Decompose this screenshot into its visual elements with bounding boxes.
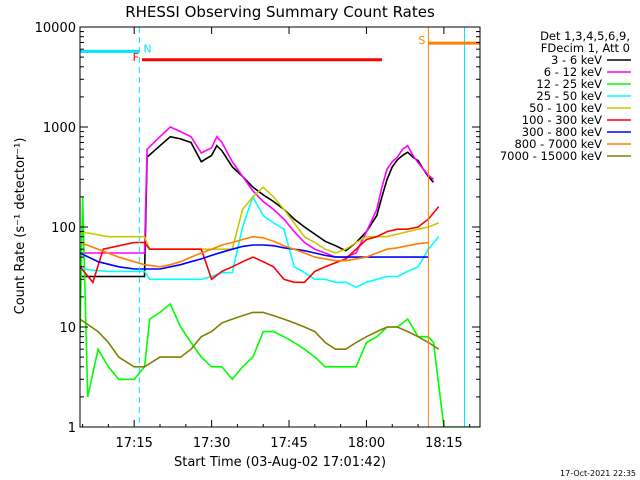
x-axis-label: Start Time (03-Aug-02 17:01:42) [174,455,386,470]
flag-label-3: S [418,34,425,47]
legend-label-2: 6 - 12 keV [544,65,602,79]
y-tick-label-1: 1 [68,421,76,436]
x-tick-label-2: 17:30 [193,436,230,451]
plot-area [80,27,480,427]
flag-label-2: F [133,51,139,64]
series-line-8 [80,235,429,268]
legend-label-6: 100 - 300 keV [522,113,602,127]
legend-label-5: 50 - 100 keV [529,101,602,115]
legend-label-3: 12 - 25 keV [536,77,602,91]
x-tick-label-4: 18:00 [348,436,385,451]
legend-label-4: 25 - 50 keV [536,89,602,103]
y-tick-label-4: 1000 [43,121,76,136]
x-tick-label-3: 17:45 [270,436,307,451]
legend-label-1: 3 - 6 keV [551,53,602,67]
flag-label-1: N [143,42,151,55]
legend-label-8: 800 - 7000 keV [514,137,602,151]
legend: Det 1,3,4,5,6,9, FDecim 1, Att 0 3 - 6 k… [500,29,631,163]
series-line-9 [80,311,440,368]
y-tick-label-2: 10 [59,321,76,336]
timestamp: 17-Oct-2021 22:35 [560,469,636,478]
axis-ticks: 17:15 17:30 17:45 18:00 18:15 1 10 100 1000 10000 [35,21,480,451]
legend-header-2: FDecim 1, Att 0 [541,41,630,55]
series-line-1 [80,135,435,278]
x-tick-label-5: 18:15 [425,436,462,451]
x-tick-label-1: 17:15 [115,436,152,451]
series-line-2 [80,126,435,258]
series-line-4 [80,194,440,289]
y-axis-label: Count Rate (s⁻¹ detector⁻¹) [13,138,28,315]
y-tick-label-3: 100 [51,221,76,236]
series-line-7 [80,244,429,270]
chart-title: RHESSI Observing Summary Count Rates [125,3,435,21]
legend-label-9: 7000 - 15000 keV [500,149,602,163]
legend-label-7: 300 - 800 keV [522,125,602,139]
series-line-6 [80,206,440,284]
y-tick-label-5: 10000 [35,21,76,36]
legend-header-1: Det 1,3,4,5,6,9, [540,29,630,43]
